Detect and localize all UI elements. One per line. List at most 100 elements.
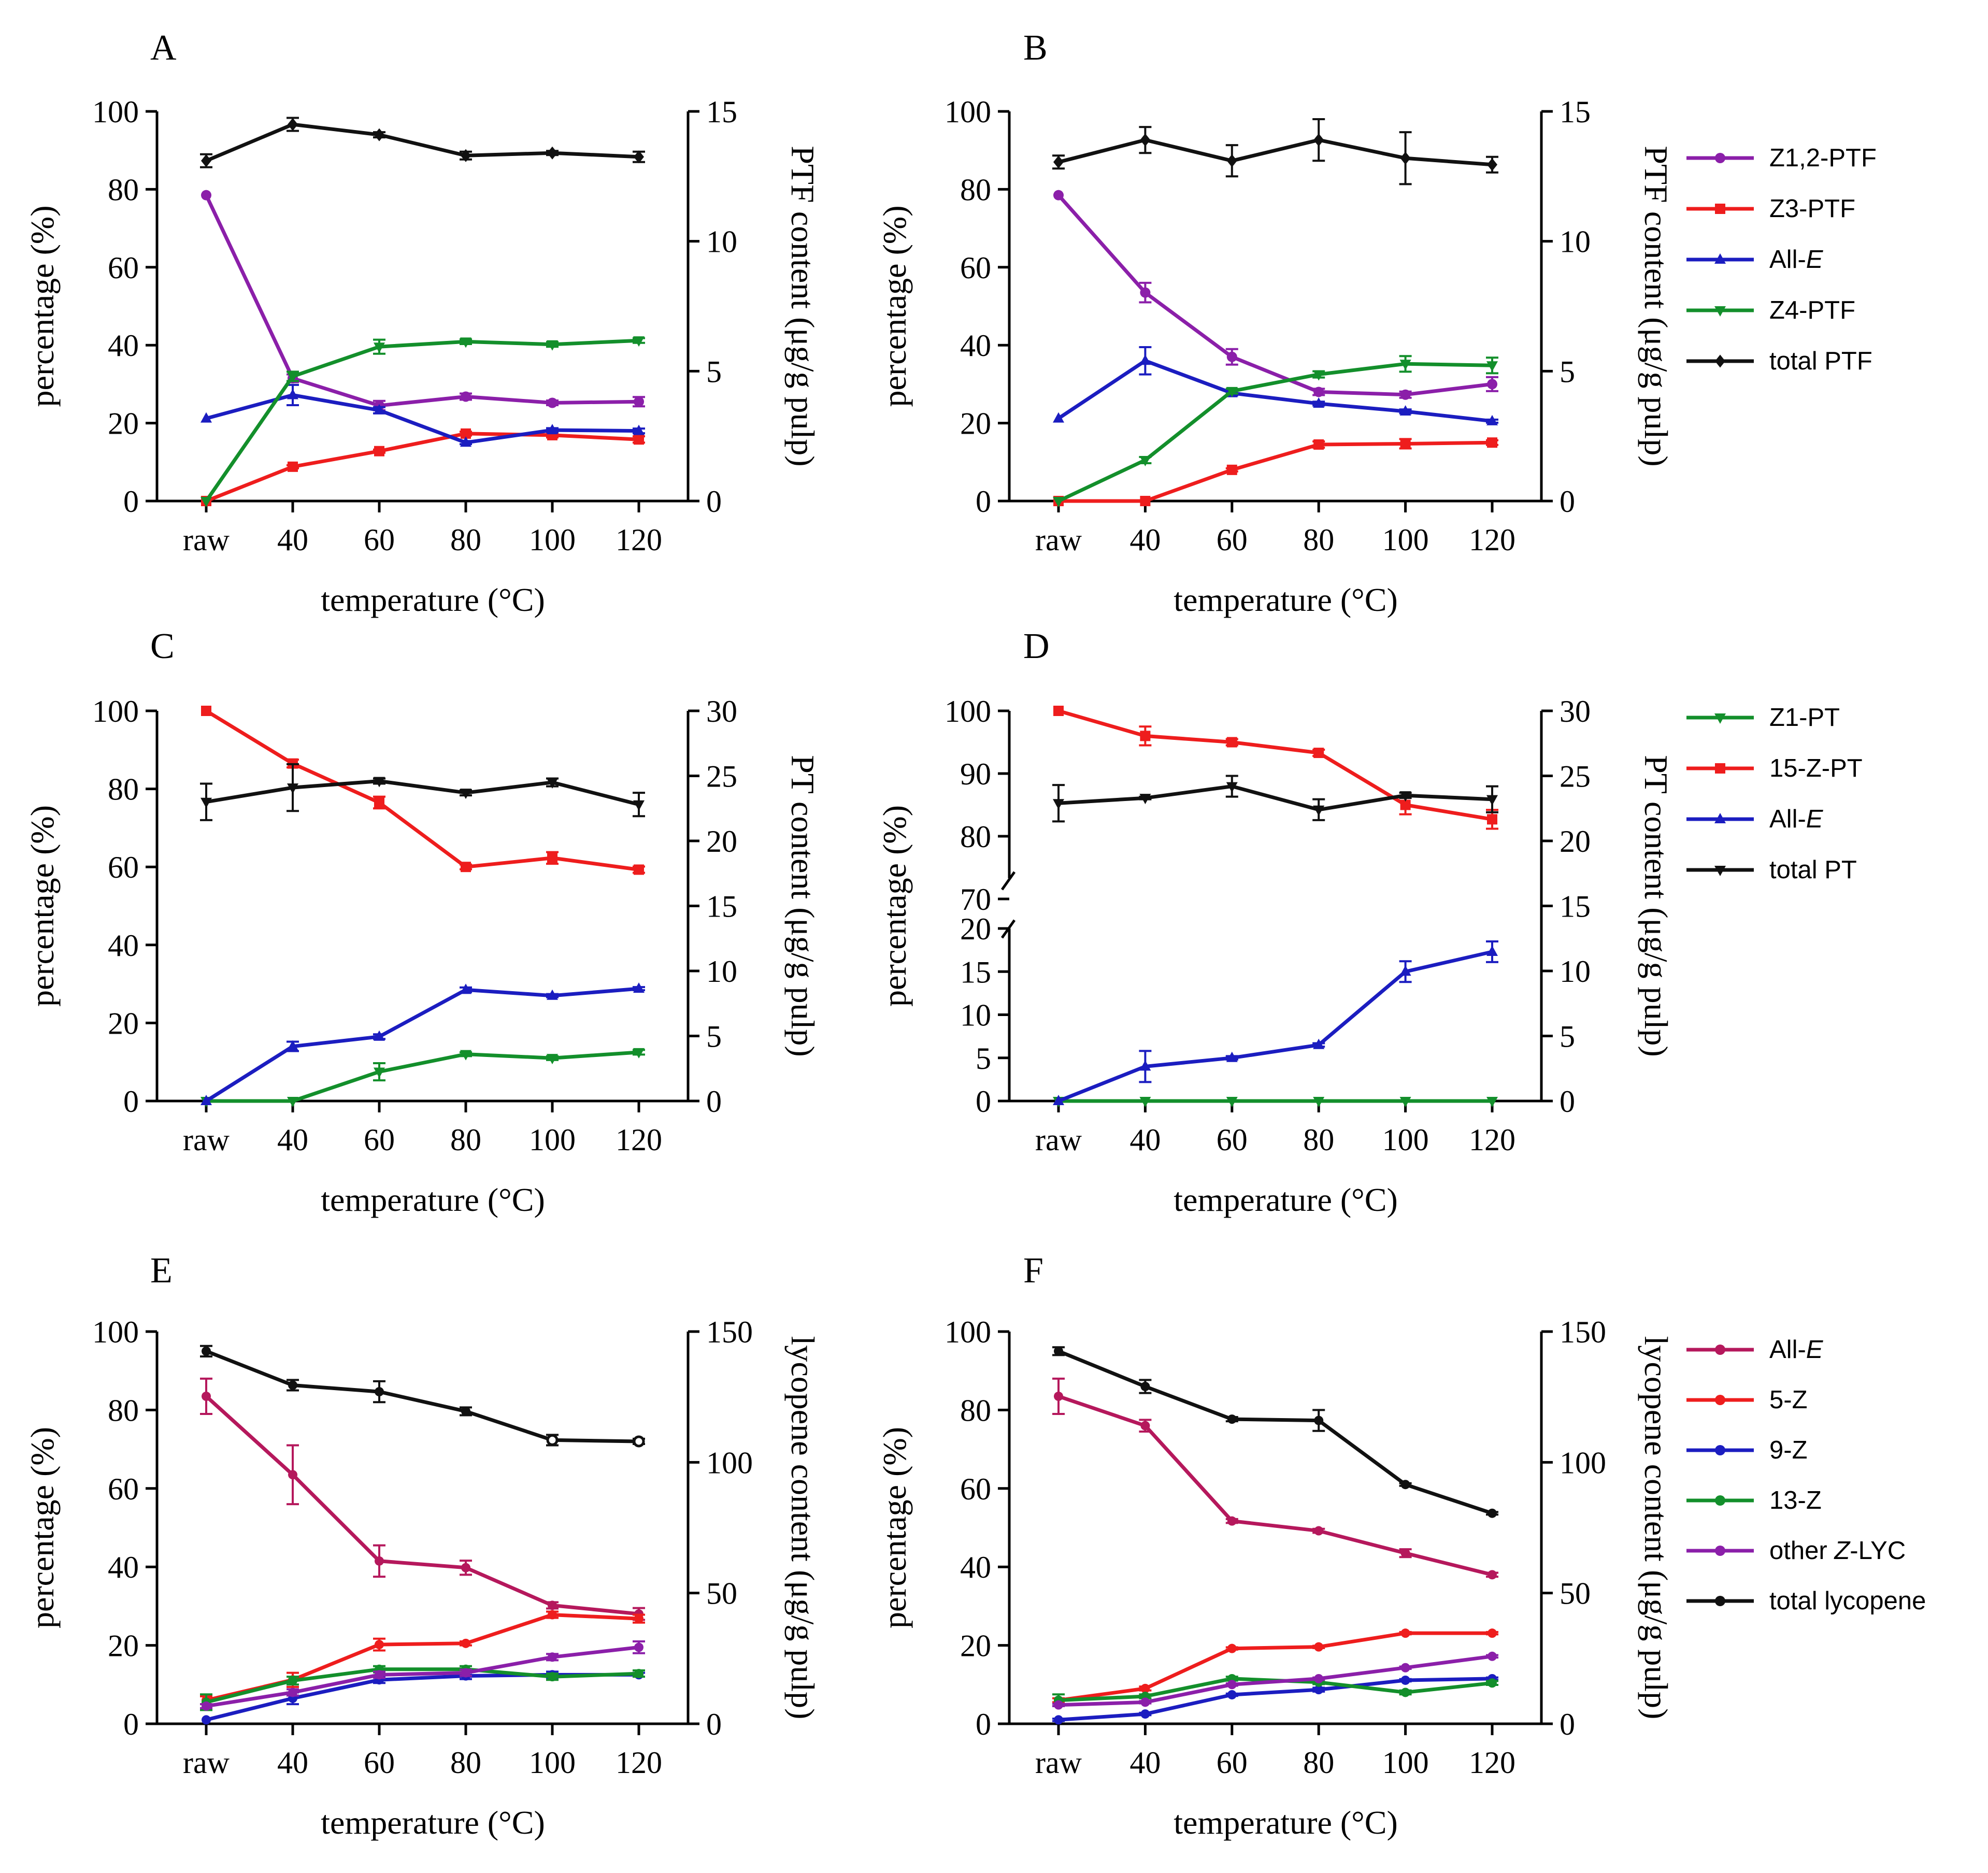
left-tick-label: 5	[976, 1041, 991, 1076]
legend-item: Z4-PTF	[1684, 295, 1988, 326]
right-tick-label: 10	[706, 954, 737, 989]
y-axis-title: percentage (%)	[24, 805, 61, 1007]
series-all-e	[1053, 940, 1498, 1105]
left-tick-label: 0	[123, 484, 139, 519]
x-axis-title: temperature (°C)	[321, 581, 545, 618]
series-all-e	[1053, 346, 1498, 425]
right-tick-label: 25	[1560, 760, 1591, 794]
x-tick-label: 100	[1382, 523, 1429, 557]
legend-swatch	[1686, 204, 1754, 214]
left-tick-label: 80	[960, 173, 991, 207]
left-tick-label: 60	[960, 1472, 991, 1506]
legend-label: Z4-PTF	[1769, 296, 1856, 324]
legend-item: Z1-PT	[1684, 702, 1988, 733]
data-point	[1054, 1391, 1063, 1401]
legend-item: 5-Z	[1684, 1384, 1988, 1416]
data-point	[1140, 1381, 1150, 1391]
left-tick-label: 0	[976, 1084, 991, 1119]
data-point	[460, 789, 471, 799]
legend-swatch	[1686, 153, 1754, 163]
right-tick-label: 0	[706, 484, 722, 519]
x-tick-label: 60	[364, 1123, 395, 1157]
data-point	[375, 1670, 384, 1680]
right-tick-label: 30	[706, 694, 737, 728]
data-point	[287, 372, 298, 383]
data-point	[548, 1672, 557, 1682]
data-point	[288, 1688, 297, 1697]
data-point	[547, 424, 558, 435]
data-point	[374, 128, 384, 141]
x-tick-label: 100	[1382, 1123, 1429, 1157]
data-point	[287, 783, 298, 794]
right-tick-label: 0	[1560, 1084, 1575, 1119]
data-point	[1227, 1414, 1237, 1424]
x-tick-label: 100	[1382, 1746, 1429, 1780]
data-point	[548, 1652, 557, 1662]
data-point	[201, 797, 212, 808]
data-point	[1140, 1709, 1150, 1719]
data-point	[1400, 1675, 1410, 1685]
series-other-z-lyc	[200, 1640, 645, 1711]
series-line	[1057, 1349, 1493, 1515]
y-axis-title: percentage (%)	[24, 205, 61, 407]
panel-label: A	[150, 28, 177, 68]
data-point	[288, 1470, 297, 1480]
x-tick-label: 80	[450, 1123, 481, 1157]
series-15-z-pt	[201, 706, 645, 875]
x-tick-label: 80	[1303, 1123, 1334, 1157]
x-tick-label: 40	[277, 1123, 308, 1157]
legend-swatch	[1686, 1345, 1754, 1355]
series-line	[206, 779, 639, 807]
panel-label: E	[150, 1251, 173, 1291]
data-point	[1140, 731, 1151, 741]
data-point	[547, 1054, 558, 1065]
data-point	[634, 396, 644, 407]
data-point	[1227, 1516, 1237, 1526]
right-tick-label: 25	[706, 760, 737, 794]
series-line	[206, 1645, 639, 1708]
legend-ptf: Z1,2-PTF Z3-PTF All-E Z4-PTF total PTF	[1684, 142, 1984, 381]
x-tick-label: 40	[277, 1746, 308, 1780]
legend-label: 15-Z-PT	[1769, 754, 1863, 782]
x-tick-label: raw	[183, 1123, 230, 1157]
data-point	[1400, 1548, 1410, 1558]
data-point	[1053, 497, 1064, 507]
series-z1-pt	[1053, 1097, 1498, 1107]
data-point	[1313, 748, 1324, 759]
data-point	[1399, 405, 1411, 416]
series-line	[205, 709, 639, 871]
series-line	[1058, 1631, 1492, 1703]
x-tick-label: raw	[1035, 523, 1082, 557]
left-tick-label: 15	[960, 955, 991, 989]
legend-label: All-E	[1769, 805, 1823, 833]
legend-label: other Z-LYC	[1769, 1537, 1906, 1565]
data-point	[634, 1669, 643, 1679]
data-point	[1053, 1095, 1064, 1105]
data-point	[1226, 1097, 1238, 1107]
x-axis-title: temperature (°C)	[321, 1804, 545, 1841]
left-tick-label: 60	[960, 251, 991, 285]
legend-swatch	[1686, 354, 1754, 368]
series-9-z	[1052, 1674, 1498, 1725]
data-point	[633, 1048, 645, 1059]
right-tick-label: 10	[706, 225, 737, 259]
right-tick-label: 20	[1560, 824, 1591, 859]
data-point	[1313, 387, 1324, 397]
legend-swatch	[1686, 763, 1754, 774]
series-line	[205, 432, 639, 503]
panel-label: C	[150, 626, 175, 666]
legend-label: Z3-PTF	[1769, 195, 1856, 223]
legend-label: Z1,2-PTF	[1769, 144, 1877, 172]
legend-label: 5-Z	[1769, 1386, 1808, 1414]
left-tick-label: 10	[960, 998, 991, 1033]
data-point	[1313, 133, 1324, 147]
left-tick-label: 100	[92, 95, 139, 129]
legend-item: All-E	[1684, 1334, 1988, 1365]
panel-b: B 0 20 40 60 80 100 0 5 10 15 raw 40 60 80 100 120 temper…	[876, 28, 1675, 618]
data-point	[1054, 1700, 1063, 1710]
data-point	[547, 989, 558, 1000]
data-point	[548, 1610, 557, 1620]
data-point	[547, 852, 557, 863]
x-tick-label: 80	[1303, 523, 1334, 557]
data-point	[1054, 1715, 1063, 1725]
